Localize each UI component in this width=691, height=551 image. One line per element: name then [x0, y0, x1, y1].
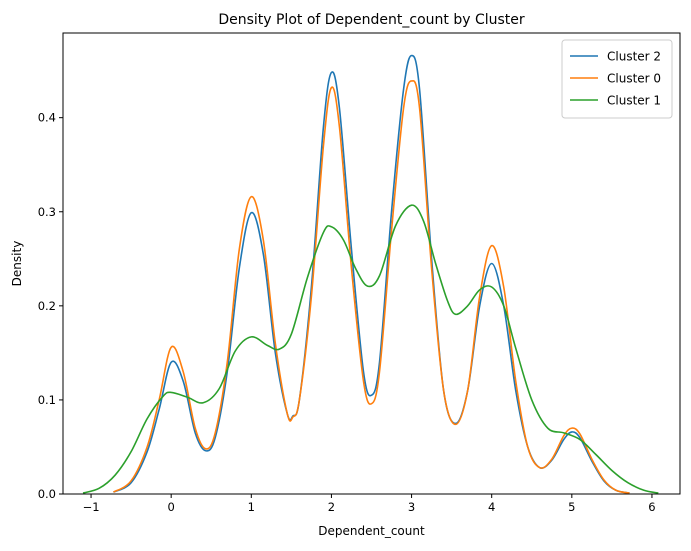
- x-axis-label: Dependent_count: [318, 524, 425, 538]
- x-tick-label: 0: [168, 500, 175, 514]
- y-axis: 0.0 0.1 0.2 0.3 0.4: [38, 111, 63, 501]
- series-line-cluster-1: [82, 204, 659, 494]
- y-tick-label: 0.0: [38, 487, 56, 501]
- legend: Cluster 2 Cluster 0 Cluster 1: [561, 39, 673, 119]
- y-tick-label: 0.4: [38, 111, 56, 125]
- y-tick-label: 0.1: [38, 393, 56, 407]
- legend-label: Cluster 2: [607, 50, 661, 64]
- x-tick-label: 3: [408, 500, 415, 514]
- x-axis: −1 0 1 2 3 4 5 6: [83, 494, 656, 514]
- x-tick-label: 1: [248, 500, 255, 514]
- chart-title: Density Plot of Dependent_count by Clust…: [218, 12, 525, 28]
- y-tick-label: 0.3: [38, 205, 56, 219]
- plot-frame: [62, 32, 681, 495]
- x-tick-label: 6: [648, 500, 655, 514]
- y-tick-label: 0.2: [38, 299, 56, 313]
- x-tick-label: 4: [488, 500, 495, 514]
- y-axis-label: Density: [10, 241, 24, 287]
- legend-label: Cluster 0: [607, 72, 661, 86]
- x-tick-label: 2: [328, 500, 335, 514]
- x-tick-label: 5: [568, 500, 575, 514]
- series-lines: [82, 54, 659, 494]
- series-line-cluster-2: [113, 54, 630, 494]
- series-line-cluster-0: [113, 80, 630, 494]
- legend-label: Cluster 1: [607, 94, 661, 108]
- x-tick-label: −1: [83, 500, 100, 514]
- legend-box: [561, 39, 673, 119]
